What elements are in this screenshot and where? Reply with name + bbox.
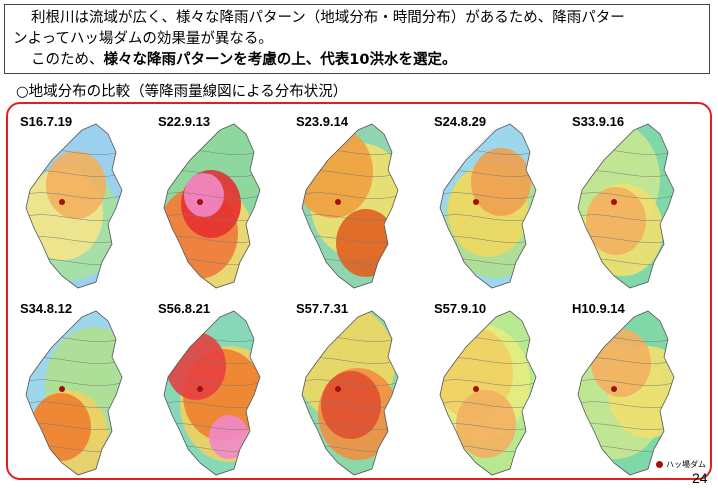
dam-marker-icon <box>656 461 663 468</box>
section-subtitle: ○地域分布の比較（等降雨量線図による分布状況） <box>16 84 348 100</box>
intro-line-1: 利根川は流域が広く、様々な降雨パターン（地域分布・時間分布）があるため、降雨パタ… <box>31 10 625 26</box>
rainfall-map: S57.7.31 <box>288 299 426 479</box>
intro-box: 利根川は流域が広く、様々な降雨パターン（地域分布・時間分布）があるため、降雨パタ… <box>4 4 710 74</box>
map-date-label: S16.7.19 <box>20 114 73 129</box>
rainfall-map: H10.9.14 <box>564 299 702 479</box>
dam-marker-icon <box>335 386 341 392</box>
rainfall-map: S22.9.13 <box>150 112 288 292</box>
map-date-label: H10.9.14 <box>572 301 625 316</box>
map-date-label: S56.8.21 <box>158 301 211 316</box>
dam-marker-icon <box>197 386 203 392</box>
map-date-label: S24.8.29 <box>434 114 487 129</box>
dam-marker-icon <box>611 386 617 392</box>
dam-marker-icon <box>473 386 479 392</box>
dam-marker-icon <box>197 199 203 205</box>
map-date-label: S57.9.10 <box>434 301 487 316</box>
maps-panel <box>6 102 712 480</box>
map-date-label: S34.8.12 <box>20 301 73 316</box>
dam-marker-icon <box>335 199 341 205</box>
dam-marker-icon <box>59 386 65 392</box>
intro-line-3-prefix: このため、 <box>31 52 104 68</box>
dam-marker-icon <box>611 199 617 205</box>
intro-line-2: ンよってハッ場ダムの効果量が異なる。 <box>13 31 273 47</box>
legend: ハッ場ダム <box>656 459 706 470</box>
page-number: 24 <box>692 470 708 486</box>
rainfall-map: S34.8.12 <box>12 299 150 479</box>
rainfall-map: S23.9.14 <box>288 112 426 292</box>
rainfall-map: S33.9.16 <box>564 112 702 292</box>
legend-label: ハッ場ダム <box>666 460 706 469</box>
map-date-label: S23.9.14 <box>296 114 349 129</box>
rainfall-map: S24.8.29 <box>426 112 564 292</box>
dam-marker-icon <box>473 199 479 205</box>
map-date-label: S57.7.31 <box>296 301 349 316</box>
intro-line-3-bold: 様々な降雨パターンを考慮の上、代表10洪水を選定。 <box>103 52 457 68</box>
rainfall-map: S56.8.21 <box>150 299 288 479</box>
rainfall-map: S57.9.10 <box>426 299 564 479</box>
intro-line-3: このため、様々な降雨パターンを考慮の上、代表10洪水を選定。 <box>13 50 701 71</box>
map-date-label: S33.9.16 <box>572 114 625 129</box>
rainfall-map: S16.7.19 <box>12 112 150 292</box>
dam-marker-icon <box>59 199 65 205</box>
map-date-label: S22.9.13 <box>158 114 211 129</box>
